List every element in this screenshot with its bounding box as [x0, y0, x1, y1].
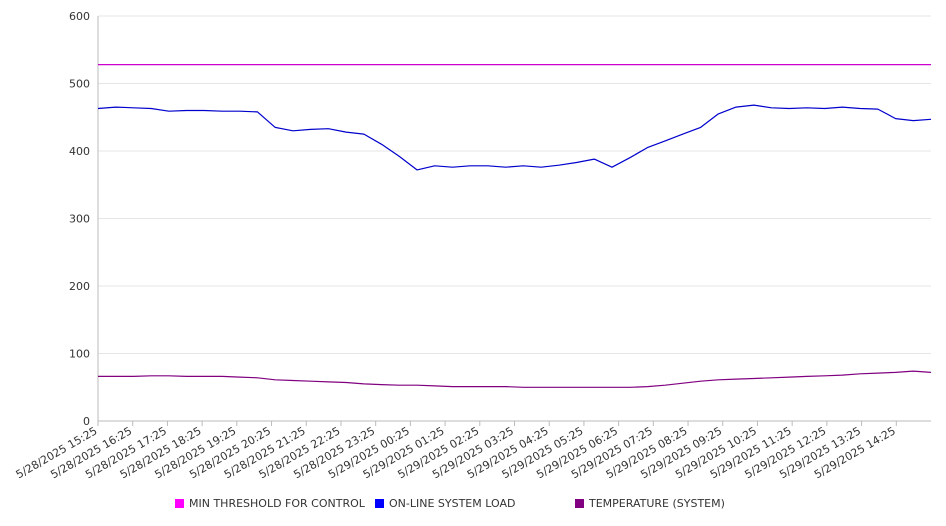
y-tick-label: 200: [69, 280, 90, 293]
system-load-line: [97, 104, 932, 171]
legend-swatch-min-threshold: [175, 499, 184, 508]
y-tick-label: 500: [69, 78, 90, 91]
legend-item-temperature[interactable]: TEMPERATURE (SYSTEM): [575, 497, 725, 510]
series-lines: [97, 63, 932, 388]
y-axis-ticks: 0 100 200 300 400 500 600: [69, 10, 90, 428]
legend-label-min-threshold: MIN THRESHOLD FOR CONTROL: [189, 497, 365, 510]
y-tick-label: 100: [69, 348, 90, 361]
legend-swatch-system-load: [375, 499, 384, 508]
y-tick-label: 0: [83, 415, 90, 428]
legend-swatch-temperature: [575, 499, 584, 508]
legend: MIN THRESHOLD FOR CONTROL ON-LINE SYSTEM…: [0, 497, 946, 515]
legend-label-temperature: TEMPERATURE (SYSTEM): [589, 497, 725, 510]
temperature-line: [98, 370, 932, 388]
legend-item-min-threshold[interactable]: MIN THRESHOLD FOR CONTROL: [175, 497, 365, 510]
gridlines: [98, 15, 931, 422]
legend-label-system-load: ON-LINE SYSTEM LOAD: [389, 497, 516, 510]
y-tick-label: 600: [69, 10, 90, 23]
x-axis-ticks: 5/28/2025 15:255/28/2025 16:255/28/2025 …: [14, 421, 898, 481]
legend-item-system-load[interactable]: ON-LINE SYSTEM LOAD: [375, 497, 515, 510]
y-tick-label: 300: [69, 213, 90, 226]
y-tick-label: 400: [69, 145, 90, 158]
